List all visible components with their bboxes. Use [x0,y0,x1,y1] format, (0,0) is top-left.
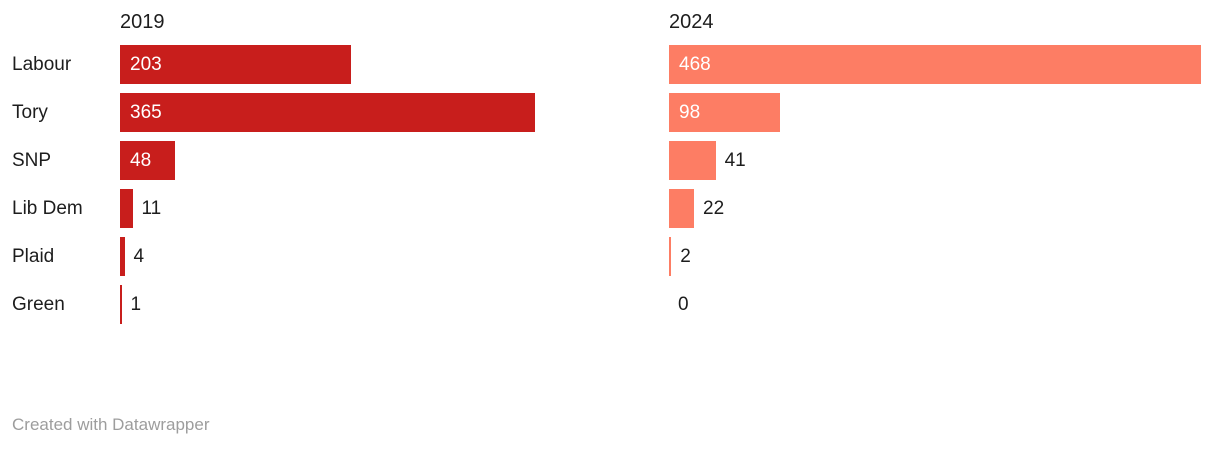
bar-row-2019-green: 1 [120,285,665,324]
category-label-lib-dem: Lib Dem [12,198,83,219]
bar-2019-snp [120,141,175,180]
bar-row-2024-plaid: 2 [669,237,1217,276]
value-label-2019-lib-dem: 11 [141,198,162,219]
bar-row-2024-lib-dem: 22 [669,189,1217,228]
column-header-2024: 2024 [669,11,714,33]
bar-2024-snp [669,141,716,180]
bar-2024-tory [669,93,781,132]
category-labels: Labour Tory SNP Lib Dem Plaid Green [12,45,112,333]
bar-row-2019-tory: 365 [120,93,665,132]
bar-2024-labour [669,45,1201,84]
category-label-plaid: Plaid [12,246,55,267]
bar-2019-tory [120,93,535,132]
value-label-2024-lib-dem: 22 [703,198,725,219]
bar-row-2019-plaid: 4 [120,237,665,276]
bar-row-2024-green: 0 [669,285,1217,324]
value-label-2024-green: 0 [678,294,689,315]
value-label-2019-snp: 48 [130,150,152,171]
column-header-2019: 2019 [120,11,165,33]
category-label-green: Green [12,294,65,315]
bar-2019-lib-dem [120,189,133,228]
bar-row-2019-labour: 203 [120,45,665,84]
bar-2024-lib-dem [669,189,694,228]
value-label-2019-plaid: 4 [133,246,145,267]
value-label-2019-tory: 365 [130,102,162,123]
value-label-2024-snp: 41 [724,150,746,171]
chart-panel-2019: 203 365 48 11 4 1 [120,45,665,333]
bar-row-2024-labour: 468 [669,45,1217,84]
bar-row-2024-snp: 41 [669,141,1217,180]
bar-2019-labour [120,45,351,84]
value-label-2019-labour: 203 [130,54,162,75]
attribution-text: Created with Datawrapper [12,415,210,434]
bar-row-2019-lib-dem: 11 [120,189,665,228]
bar-row-2024-tory: 98 [669,93,1217,132]
bar-2019-plaid [120,237,125,276]
bar-2024-plaid [669,237,672,276]
value-label-2024-labour: 468 [679,54,711,75]
category-label-snp: SNP [12,150,52,171]
bar-2019-green [120,285,122,324]
value-label-2019-green: 1 [130,294,142,315]
category-label-labour: Labour [12,54,72,75]
category-label-tory: Tory [12,102,48,123]
value-label-2024-plaid: 2 [680,246,691,267]
chart-panel-2024: 468 98 41 22 2 0 [669,45,1217,333]
bar-row-2019-snp: 48 [120,141,665,180]
value-label-2024-tory: 98 [679,102,701,123]
